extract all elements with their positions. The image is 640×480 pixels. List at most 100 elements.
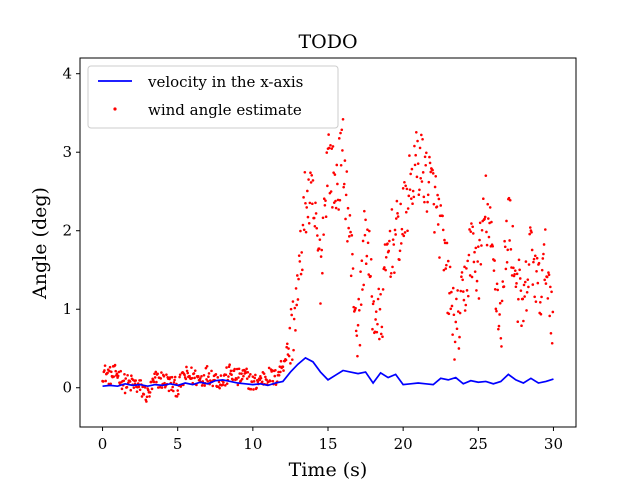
wind-angle-point	[498, 313, 501, 316]
wind-angle-point	[367, 273, 371, 276]
wind-angle-point	[339, 163, 343, 167]
wind-angle-point	[129, 388, 133, 392]
wind-angle-point	[550, 290, 553, 294]
wind-angle-point	[141, 385, 144, 389]
wind-angle-point	[309, 181, 313, 184]
wind-angle-point	[466, 294, 470, 298]
wind-angle-point	[379, 332, 383, 336]
wind-angle-point	[291, 358, 294, 361]
wind-angle-point	[245, 367, 248, 371]
wind-angle-point	[120, 387, 124, 391]
wind-angle-point	[414, 153, 417, 157]
wind-angle-point	[175, 395, 179, 398]
wind-angle-point	[331, 206, 334, 209]
wind-angle-point	[112, 375, 116, 378]
wind-angle-point	[471, 225, 474, 229]
wind-angle-point	[184, 377, 188, 381]
wind-angle-point	[282, 369, 285, 372]
wind-angle-point	[223, 384, 227, 387]
wind-angle-point	[277, 370, 280, 374]
wind-angle-point	[416, 139, 419, 143]
wind-angle-point	[399, 242, 403, 245]
wind-angle-point	[453, 340, 457, 344]
wind-angle-point	[460, 275, 463, 279]
wind-angle-point	[358, 309, 361, 312]
wind-angle-point	[321, 271, 324, 275]
wind-angle-point	[317, 247, 321, 250]
wind-angle-point	[142, 393, 146, 396]
wind-angle-point	[273, 374, 277, 378]
wind-angle-point	[135, 390, 139, 393]
wind-angle-point	[258, 378, 262, 382]
wind-angle-point	[204, 366, 208, 370]
wind-angle-point	[292, 317, 296, 321]
wind-angle-point	[289, 307, 293, 311]
wind-angle-point	[450, 290, 453, 294]
legend-label-velocity: velocity in the x-axis	[147, 73, 303, 91]
wind-angle-point	[227, 375, 230, 378]
wind-angle-point	[393, 228, 397, 232]
wind-angle-point	[178, 373, 182, 376]
wind-angle-point	[363, 209, 366, 213]
wind-angle-point	[113, 363, 117, 367]
wind-angle-point	[314, 212, 318, 215]
wind-angle-point	[394, 217, 398, 220]
wind-angle-point	[480, 228, 484, 232]
wind-angle-point	[381, 288, 385, 291]
wind-angle-point	[122, 379, 126, 383]
wind-angle-point	[323, 204, 327, 207]
wind-angle-point	[343, 159, 347, 162]
wind-angle-point	[252, 388, 255, 391]
wind-angle-point	[444, 267, 448, 270]
wind-angle-point	[525, 290, 529, 294]
wind-angle-point	[388, 229, 392, 233]
wind-angle-point	[156, 372, 159, 376]
wind-angle-point	[419, 176, 422, 180]
wind-angle-point	[374, 318, 377, 321]
wind-angle-point	[376, 322, 379, 326]
x-axis: 0 5 10 15 20 25 30	[98, 427, 563, 453]
wind-angle-point	[316, 234, 319, 237]
wind-angle-point	[412, 195, 416, 199]
wind-angle-point	[219, 374, 223, 377]
wind-angle-point	[492, 269, 496, 272]
wind-angle-point	[530, 231, 533, 234]
wind-angle-point	[450, 304, 454, 308]
wind-angle-point	[341, 117, 345, 121]
wind-angle-point	[496, 288, 500, 292]
wind-angle-point	[517, 258, 521, 262]
wind-angle-point	[531, 283, 535, 286]
wind-angle-point	[362, 283, 366, 287]
wind-angle-point	[432, 202, 436, 206]
wind-angle-point	[342, 182, 346, 186]
wind-angle-point	[384, 255, 388, 259]
wind-angle-point	[264, 375, 267, 379]
wind-angle-point	[428, 155, 431, 159]
wind-angle-point	[322, 197, 326, 201]
wind-angle-point	[507, 196, 511, 200]
wind-angle-point	[177, 392, 180, 396]
wind-angle-point	[123, 391, 127, 395]
wind-angle-point	[186, 371, 190, 375]
wind-angle-point	[436, 223, 440, 226]
wind-angle-point	[415, 175, 419, 179]
wind-angle-point	[332, 171, 335, 174]
wind-angle-point	[505, 260, 509, 264]
wind-angle-point	[446, 259, 450, 263]
wind-angle-point	[399, 202, 402, 206]
wind-angle-point	[335, 163, 339, 167]
wind-angle-point	[431, 168, 434, 172]
wind-angle-point	[347, 235, 351, 238]
wind-angle-point	[349, 274, 353, 278]
wind-angle-point	[549, 285, 552, 289]
wind-angle-point	[225, 366, 228, 369]
wind-angle-point	[458, 311, 462, 315]
wind-angle-point	[391, 238, 395, 241]
wind-angle-point	[470, 275, 474, 279]
wind-angle-point	[545, 275, 549, 279]
wind-angle-point	[456, 310, 460, 313]
wind-angle-point	[443, 238, 446, 242]
wind-angle-point	[448, 291, 451, 295]
wind-angle-point	[490, 220, 493, 224]
wind-angle-point	[304, 201, 307, 205]
